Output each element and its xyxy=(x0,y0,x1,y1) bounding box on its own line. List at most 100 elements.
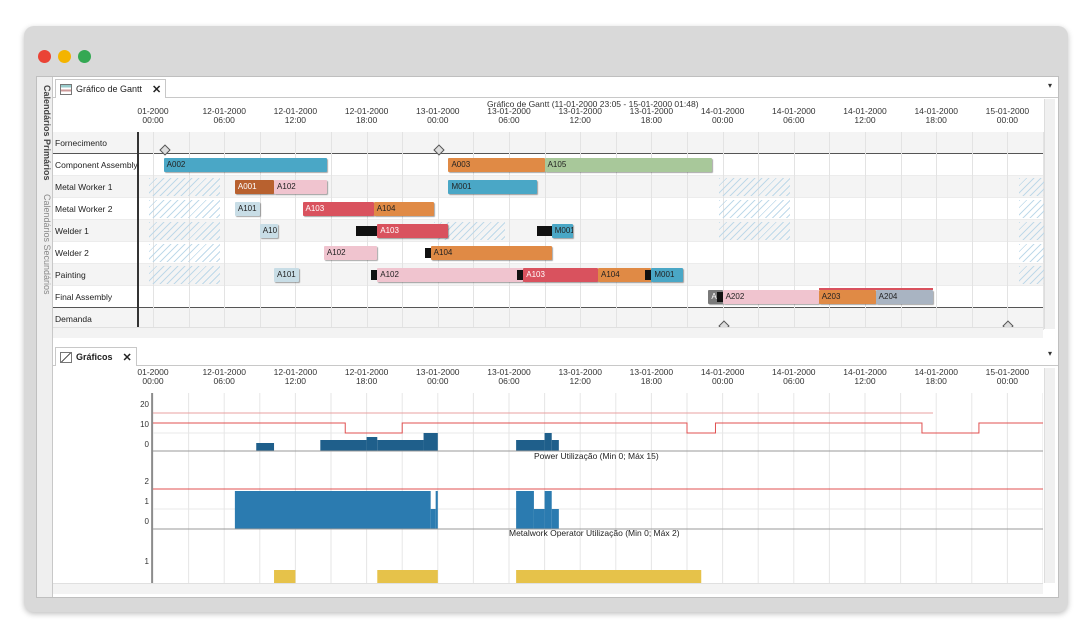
overlap-indicator xyxy=(818,288,933,290)
grid-line xyxy=(615,132,617,330)
time-tick-time: 00:00 xyxy=(996,115,1019,125)
panel2-ytick: 0 xyxy=(144,517,149,526)
maximize-window-button[interactable] xyxy=(78,50,91,63)
task-bar-m001[interactable]: M001 xyxy=(651,268,684,282)
task-bar-a103[interactable]: A103 xyxy=(523,268,598,282)
task-bar-a204[interactable]: A204 xyxy=(875,290,933,304)
utilization-bar xyxy=(430,509,436,529)
setup-marker xyxy=(355,226,378,236)
time-tick-label: 12-01-2000 12:00 xyxy=(270,368,320,386)
task-bar-m001[interactable]: M001 xyxy=(448,180,538,194)
task-bar-a105[interactable]: A105 xyxy=(544,158,712,172)
task-bar-a104[interactable]: A104 xyxy=(373,202,435,216)
setup-marker xyxy=(716,292,723,302)
time-tick-label: 14-01-2000 06:00 xyxy=(769,368,819,386)
time-tick-time: 12:00 xyxy=(284,115,307,125)
gantt-body: Fornecimento Component Assembly Metal Work… xyxy=(53,132,1050,332)
charts-horizontal-scrollbar[interactable] xyxy=(53,583,1043,594)
task-bar-a102[interactable]: A102 xyxy=(274,180,328,194)
time-tick-label: 14-01-2000 12:00 xyxy=(840,368,890,386)
utilization-bar xyxy=(516,440,545,451)
time-tick-time: 18:00 xyxy=(925,115,947,125)
time-tick-time: 06:00 xyxy=(213,115,235,125)
charts-vertical-scrollbar[interactable] xyxy=(1044,368,1055,583)
label-column-divider xyxy=(137,132,139,330)
close-window-button[interactable] xyxy=(38,50,51,63)
time-tick-time: 06:00 xyxy=(783,115,805,125)
panel2-title: Metalwork Operator Utilização (Min 0; Má… xyxy=(509,528,680,538)
time-tick-date: 13-01-2000 xyxy=(416,106,460,116)
panel1-ytick: 20 xyxy=(140,400,149,409)
utilization-bar xyxy=(377,570,438,583)
time-tick-time: 18:00 xyxy=(355,115,378,125)
task-bar-a103[interactable]: A103 xyxy=(302,202,374,216)
time-tick-time: 06:00 xyxy=(213,376,235,386)
task-bar-a104[interactable]: A104 xyxy=(430,246,552,260)
chevron-down-icon[interactable]: ▾ xyxy=(1047,349,1052,358)
chevron-down-icon[interactable]: ▾ xyxy=(1047,81,1052,90)
task-bar-a101[interactable]: A101 xyxy=(234,202,260,216)
close-icon[interactable]: ✕ xyxy=(122,351,132,364)
non-working-period xyxy=(149,200,221,218)
resource-label: Demanda xyxy=(55,314,92,324)
tab-charts[interactable]: Gráficos ✕ xyxy=(55,347,137,366)
time-tick-time: 00:00 xyxy=(142,376,164,386)
gantt-icon xyxy=(60,83,72,95)
task-bar-a002[interactable]: A002 xyxy=(163,158,328,172)
time-tick-label: 14-01-2000 18:00 xyxy=(911,368,961,386)
time-tick-date: 14-01-2000 xyxy=(843,106,887,116)
task-bar-a001[interactable]: A001 xyxy=(234,180,275,194)
time-tick-time: 18:00 xyxy=(355,376,378,386)
task-bar-a003[interactable]: A003 xyxy=(448,158,545,172)
task-bar-a10[interactable]: A10 xyxy=(259,224,278,238)
time-tick-label: 14-01-2000 06:00 xyxy=(769,107,819,125)
setup-marker xyxy=(645,270,652,280)
close-icon[interactable]: ✕ xyxy=(152,83,162,96)
utilization-bar xyxy=(366,437,378,451)
panel2-ytick: 2 xyxy=(144,477,149,486)
task-bar-a103[interactable]: A103 xyxy=(377,224,449,238)
task-bar-a102[interactable]: A102 xyxy=(323,246,378,260)
task-bar-a101[interactable]: A101 xyxy=(274,268,299,282)
panel1-title: Power Utilização (Min 0; Máx 15) xyxy=(534,451,659,461)
time-tick-date: 12-01-2000 xyxy=(344,367,389,377)
gantt-vertical-scrollbar[interactable] xyxy=(1044,99,1055,329)
time-tick-time: 18:00 xyxy=(640,115,663,125)
time-tick-date: 14-01-2000 xyxy=(700,106,745,116)
task-bar-a202[interactable]: A202 xyxy=(722,290,819,304)
time-tick-date: 14-01-2000 xyxy=(772,367,816,377)
gantt-horizontal-scrollbar[interactable] xyxy=(53,327,1043,338)
task-bar-a104[interactable]: A104 xyxy=(598,268,652,282)
non-working-period xyxy=(1019,200,1050,218)
resource-label: Metal Worker 1 xyxy=(55,182,113,192)
gantt-row xyxy=(53,132,1043,154)
side-tab-secondary-calendars[interactable]: Calendários Secundários xyxy=(42,193,52,295)
utilization-bar xyxy=(544,491,552,529)
time-tick-date: 14-01-2000 xyxy=(843,367,887,377)
utilization-bar xyxy=(551,440,559,451)
side-tab-primary-calendars[interactable]: Calendários Primários xyxy=(42,85,52,181)
task-bar-m001[interactable]: M001 xyxy=(551,224,574,238)
resource-label: Welder 1 xyxy=(55,226,89,236)
time-tick-label: 13-01-2000 06:00 xyxy=(484,368,534,386)
grid-line xyxy=(651,132,653,330)
minimize-window-button[interactable] xyxy=(58,50,71,63)
time-tick-time: 06:00 xyxy=(498,115,520,125)
resource-label: Final Assembly xyxy=(55,292,113,302)
chart-icon xyxy=(60,351,72,363)
time-tick-label: 12-01-2000 18:00 xyxy=(342,107,392,125)
time-tick-date: 12-01-2000 xyxy=(344,106,389,116)
app-content: Calendários Primários Calendários Secund… xyxy=(36,76,1059,598)
gantt-row xyxy=(53,198,1043,220)
time-tick-date: 13-01-2000 xyxy=(487,367,531,377)
time-tick-time: 00:00 xyxy=(427,115,449,125)
task-bar-a203[interactable]: A203 xyxy=(818,290,876,304)
gantt-time-axis: 01-2000 00:00 12-01-2000 06:00 12-01-2000 12:… xyxy=(37,107,1058,147)
grid-line xyxy=(793,132,795,330)
resource-label: Welder 2 xyxy=(55,248,89,258)
utilization-bar xyxy=(274,570,296,583)
time-tick-label: 13-01-2000 00:00 xyxy=(413,107,463,125)
task-bar-a102[interactable]: A102 xyxy=(377,268,524,282)
tab-gantt-chart[interactable]: Gráfico de Gantt ✕ xyxy=(55,79,167,98)
time-tick-time: 18:00 xyxy=(640,376,663,386)
